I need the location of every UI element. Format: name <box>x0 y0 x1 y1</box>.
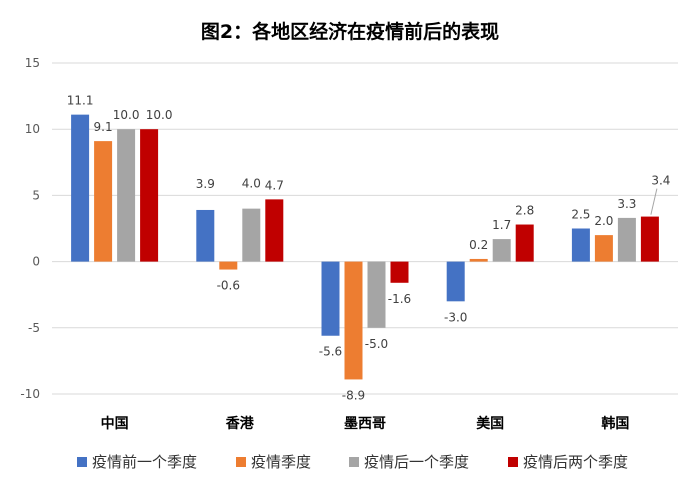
data-label-china-post-pandemic-q2: 10.0 <box>146 108 173 122</box>
data-label-china-post-pandemic-q1: 10.0 <box>113 108 140 122</box>
data-label-mexico-pre-pandemic-quarter: -5.6 <box>319 345 342 359</box>
category-label-china: 中国 <box>101 415 129 432</box>
legend-label-pre-pandemic-quarter: 疫情前一个季度 <box>92 453 197 471</box>
bar-korea-post-pandemic-q1 <box>617 217 636 262</box>
y-tick-label: -10 <box>20 387 40 401</box>
legend-label-pandemic-quarter: 疫情季度 <box>251 453 311 471</box>
bar-usa-pandemic-quarter <box>469 258 488 262</box>
legend-swatch-pandemic-quarter <box>236 457 246 467</box>
category-label-hong-kong: 香港 <box>225 415 255 432</box>
bar-korea-post-pandemic-q2 <box>640 216 659 262</box>
bar-hong-kong-post-pandemic-q2 <box>265 199 284 262</box>
bars <box>71 114 659 380</box>
chart-title: 图2：各地区经济在疫情前后的表现 <box>201 20 499 43</box>
x-axis-category-labels: 中国 香港 墨西哥 美国 韩国 <box>101 415 630 432</box>
bar-usa-post-pandemic-q1 <box>492 239 511 262</box>
bar-usa-post-pandemic-q2 <box>515 224 534 262</box>
data-label-korea-pre-pandemic-quarter: 2.5 <box>571 208 590 222</box>
data-label-hong-kong-pandemic-quarter: -0.6 <box>217 279 240 293</box>
bar-china-pandemic-quarter <box>94 141 113 262</box>
data-label-hong-kong-post-pandemic-q2: 4.7 <box>265 178 284 192</box>
data-label-hong-kong-post-pandemic-q1: 4.0 <box>242 177 261 191</box>
bar-hong-kong-post-pandemic-q1 <box>242 208 261 262</box>
y-tick-label: 5 <box>32 188 40 202</box>
bar-hong-kong-pre-pandemic-quarter <box>196 209 215 262</box>
data-label-mexico-pandemic-quarter: -8.9 <box>342 388 365 402</box>
data-label-usa-post-pandemic-q1: 1.7 <box>492 218 511 232</box>
bar-mexico-post-pandemic-q1 <box>367 261 386 328</box>
category-label-mexico: 墨西哥 <box>344 416 386 432</box>
data-label-korea-post-pandemic-q2: 3.4 <box>651 174 670 188</box>
data-label-china-pandemic-quarter: 9.1 <box>94 120 113 134</box>
bar-china-pre-pandemic-quarter <box>71 114 90 262</box>
data-label-korea-post-pandemic-q1: 3.3 <box>617 197 636 211</box>
legend-swatch-post-pandemic-q2 <box>508 457 518 467</box>
bar-mexico-pandemic-quarter <box>344 261 363 380</box>
data-label-usa-pandemic-quarter: 0.2 <box>469 238 488 252</box>
bar-usa-pre-pandemic-quarter <box>446 261 465 302</box>
legend-swatch-pre-pandemic-quarter <box>77 457 87 467</box>
category-label-usa: 美国 <box>476 415 504 432</box>
legend: 疫情前一个季度 疫情季度 疫情后一个季度 疫情后两个季度 <box>77 453 628 471</box>
legend-label-post-pandemic-q2: 疫情后两个季度 <box>523 453 628 471</box>
legend-swatch-post-pandemic-q1 <box>349 457 359 467</box>
bar-korea-pandemic-quarter <box>594 235 613 262</box>
y-axis-tick-labels: 15 10 5 0 -5 -10 <box>20 56 40 401</box>
data-label-korea-pandemic-quarter: 2.0 <box>594 214 613 228</box>
y-tick-label: -5 <box>28 321 40 335</box>
data-label-hong-kong-pre-pandemic-quarter: 3.9 <box>196 177 215 191</box>
bar-mexico-pre-pandemic-quarter <box>321 261 340 336</box>
bar-mexico-post-pandemic-q2 <box>390 261 409 283</box>
bar-korea-pre-pandemic-quarter <box>571 228 590 262</box>
y-tick-label: 15 <box>25 56 40 70</box>
legend-label-post-pandemic-q1: 疫情后一个季度 <box>364 453 469 471</box>
data-label-mexico-post-pandemic-q2: -1.6 <box>388 292 411 306</box>
bar-china-post-pandemic-q1 <box>117 129 136 262</box>
data-label-usa-pre-pandemic-quarter: -3.0 <box>444 310 467 324</box>
data-label-leader-line <box>650 188 658 215</box>
data-labels: 11.1 3.9 -5.6 -3.0 2.5 9.1 -0.6 -8.9 0.2 2.0 10.0 4… <box>67 94 671 403</box>
bar-china-post-pandemic-q2 <box>140 129 159 262</box>
y-tick-label: 10 <box>25 122 40 136</box>
data-label-mexico-post-pandemic-q1: -5.0 <box>365 337 388 351</box>
bar-hong-kong-pandemic-quarter <box>219 261 238 270</box>
y-tick-label: 0 <box>32 255 40 269</box>
data-label-usa-post-pandemic-q2: 2.8 <box>515 204 534 218</box>
data-label-china-pre-pandemic-quarter: 11.1 <box>67 94 94 108</box>
category-label-korea: 韩国 <box>601 415 629 432</box>
